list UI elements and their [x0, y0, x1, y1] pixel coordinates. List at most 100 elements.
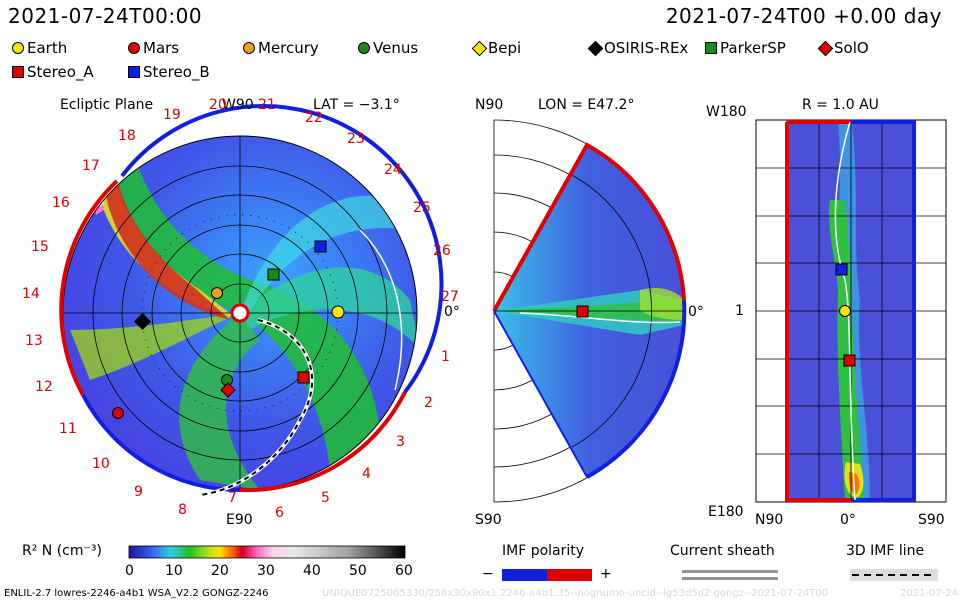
- legend-item-parkersp: ParkerSP: [705, 39, 786, 57]
- panel2-bottom-label: S90: [475, 512, 502, 528]
- colorbar-tick: 50: [349, 563, 367, 579]
- legend-label: OSIRIS-REx: [604, 39, 689, 57]
- tick-label: 1: [441, 349, 450, 365]
- imf-polarity-title: IMF polarity: [502, 543, 585, 559]
- imf-minus-label: −: [482, 566, 494, 582]
- colorbar-tick: 30: [257, 563, 275, 579]
- stereo-b-marker-map: [835, 263, 848, 276]
- stereo-b-marker: [314, 240, 327, 253]
- panel3-left-mid-label: 1: [735, 303, 744, 319]
- tick-label: 22: [305, 110, 323, 126]
- tick-label: 21: [258, 97, 276, 113]
- legend-label: Mercury: [258, 39, 319, 57]
- panel3-r-label: R = 1.0 AU: [802, 97, 879, 113]
- tick-label: 27: [441, 289, 459, 305]
- legend-label: Stereo_B: [143, 63, 210, 81]
- tick-label: 8: [178, 502, 187, 518]
- legend-label: Mars: [143, 39, 180, 57]
- panel1-right-label: 0°: [444, 304, 460, 320]
- imf-polarity-bar: [502, 569, 592, 581]
- tick-label: 7: [228, 490, 237, 506]
- imf-plus-label: +: [600, 566, 612, 582]
- legend-label: Earth: [27, 39, 68, 57]
- osiris-rex-marker: [134, 313, 151, 330]
- earth-marker: [331, 305, 345, 319]
- sphere-map-panel: [755, 119, 947, 503]
- mars-marker: [112, 407, 124, 419]
- tick-label: 24: [384, 162, 402, 178]
- tick-label: 26: [433, 243, 451, 259]
- tick-label: 10: [92, 456, 110, 472]
- stereo-a-marker: [297, 371, 310, 384]
- footer-date: 2021-07-24: [900, 588, 959, 599]
- tick-label: 6: [275, 505, 284, 521]
- colorbar-tick: 10: [165, 563, 183, 579]
- panel1-top-label: W90: [222, 97, 254, 113]
- stereo-a-marker-meridional: [576, 305, 589, 318]
- panel2-top-label: N90: [475, 97, 504, 113]
- tick-label: 23: [347, 131, 365, 147]
- colorbar-tick: 60: [395, 563, 413, 579]
- colorbar: [128, 545, 406, 559]
- panel3-top-label: W180: [706, 104, 747, 120]
- imf-line-title: 3D IMF line: [846, 543, 925, 559]
- legend-item-mars: Mars: [128, 39, 179, 57]
- legend-item-earth: Earth: [12, 39, 67, 57]
- tick-label: 9: [134, 484, 143, 500]
- current-sheath-symbol: [682, 570, 778, 580]
- legend-item-bepi: Bepi: [471, 39, 522, 57]
- datetime-right: 2021-07-24T00 +0.00 day: [665, 4, 942, 28]
- legend-item-stereo-b: Stereo_B: [128, 63, 210, 81]
- legend-item-stereo-a: Stereo_A: [12, 63, 94, 81]
- legend-label: Venus: [373, 39, 419, 57]
- parkersp-marker-icon: [705, 42, 717, 54]
- tick-label: 13: [25, 333, 43, 349]
- legend-label: Bepi: [488, 39, 522, 57]
- mars-marker-icon: [128, 42, 140, 54]
- legend-item-solo: SolO: [817, 39, 869, 57]
- legend-label: ParkerSP: [720, 39, 786, 57]
- legend-label: Stereo_A: [27, 63, 94, 81]
- earth-marker-icon: [12, 42, 24, 54]
- solo-marker: [220, 382, 236, 398]
- panel3-s90-label: S90: [918, 512, 945, 528]
- panel1-lat-label: LAT = −3.1°: [313, 97, 400, 113]
- tick-label: 11: [59, 421, 77, 437]
- panel3-n90-label: N90: [755, 512, 784, 528]
- panel3-mid-label: 0°: [840, 512, 856, 528]
- tick-label: 19: [163, 107, 181, 123]
- stereo-a-marker-map: [843, 354, 856, 367]
- meridional-panel: [492, 119, 687, 503]
- panel2-right-label: 0°: [688, 304, 704, 320]
- venus-marker-icon: [358, 42, 370, 54]
- earth-marker-map: [839, 305, 851, 317]
- legend-item-osiris-rex: OSIRIS-REx: [587, 39, 689, 57]
- colorbar-tick: 0: [125, 563, 134, 579]
- tick-label: 4: [362, 466, 371, 482]
- tick-label: 18: [118, 128, 136, 144]
- model-footer: ENLIL-2.7 lowres-2246-a4b1 WSA_V2.2 GONG…: [4, 588, 269, 599]
- tick-label: 20: [209, 97, 227, 113]
- tick-label: 2: [424, 395, 433, 411]
- tick-label: 15: [31, 239, 49, 255]
- tick-label: 3: [396, 434, 405, 450]
- tick-label: 14: [22, 286, 40, 302]
- panel1-title: Ecliptic Plane: [60, 97, 154, 113]
- colorbar-tick: 20: [211, 563, 229, 579]
- tick-label: 5: [321, 490, 330, 506]
- panel3-bottom-left-label: E180: [708, 504, 744, 520]
- imf-line-symbol: [850, 569, 938, 581]
- legend-label: SolO: [834, 39, 869, 57]
- parkersp-marker: [267, 268, 280, 281]
- legend-item-venus: Venus: [358, 39, 418, 57]
- current-sheath-title: Current sheath: [670, 543, 775, 559]
- datetime-left: 2021-07-24T00:00: [8, 4, 203, 28]
- colorbar-label: R² N (cm⁻³): [22, 543, 102, 559]
- stereo-a-marker-icon: [12, 66, 24, 78]
- tick-label: 12: [35, 379, 53, 395]
- tick-label: 25: [413, 200, 431, 216]
- tick-label: 16: [52, 195, 70, 211]
- stereo-b-marker-icon: [128, 66, 140, 78]
- panel2-lon-label: LON = E47.2°: [538, 97, 635, 113]
